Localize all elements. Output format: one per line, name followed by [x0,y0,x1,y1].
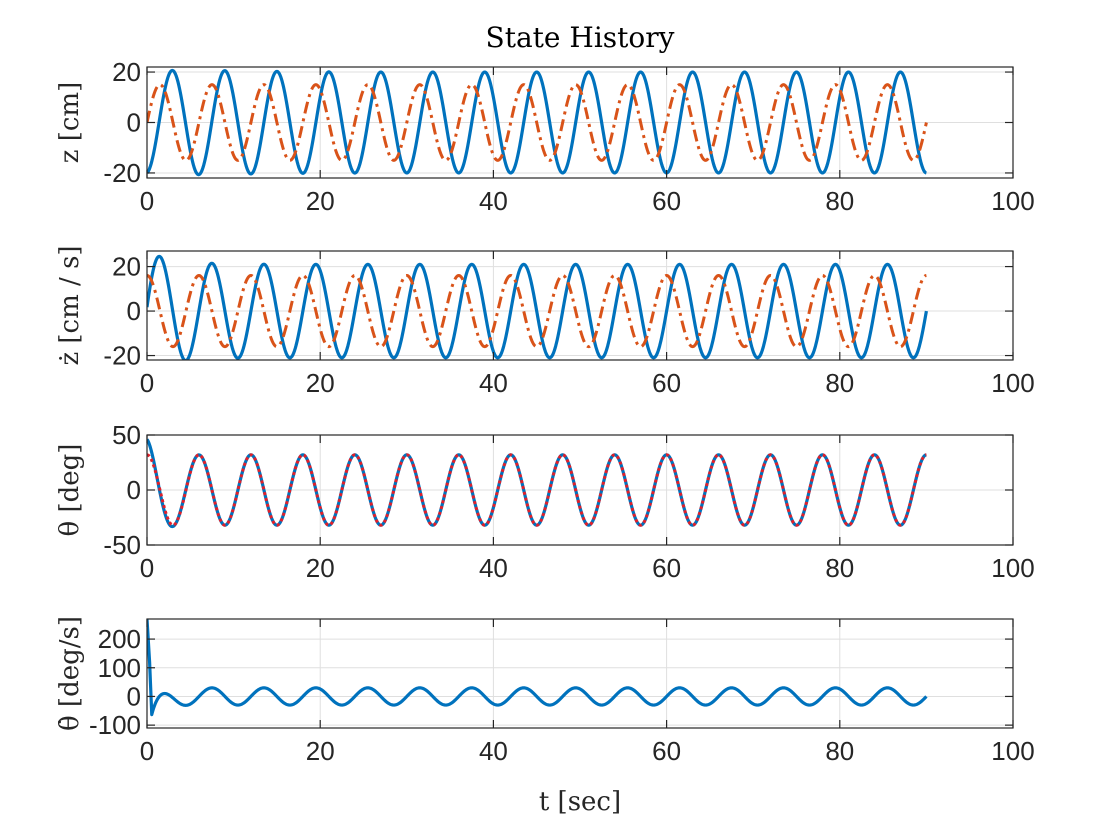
plot-area [147,619,1013,728]
x-tick-label: 0 [140,186,154,216]
x-tick-label: 80 [825,368,854,398]
x-tick-label: 60 [652,186,681,216]
y-tick-label: 0 [127,475,141,505]
y-tick-label: 0 [127,681,141,711]
y-tick-label: 200 [98,624,141,654]
series-line-reference [147,83,928,162]
x-tick-label: 20 [306,736,335,766]
x-tick-label: 100 [991,368,1034,398]
y-tick-label: -20 [103,341,141,371]
axes-frame [146,618,1014,729]
x-tick-label: 40 [479,736,508,766]
x-tick-label: 0 [140,553,154,583]
x-tick-label: 60 [652,736,681,766]
y-tick-label: -50 [103,530,141,560]
y-axis-label: ż [cm / s] [55,245,85,365]
series-line-actual [147,254,928,360]
x-tick-label: 80 [825,736,854,766]
x-axis-label: t [sec] [539,787,621,817]
figure-title: State History [486,21,675,54]
y-tick-label: 0 [127,108,141,138]
y-tick-label: 0 [127,296,141,326]
x-tick-label: 100 [991,553,1034,583]
x-tick-label: 20 [306,186,335,216]
y-tick-label: 100 [98,653,141,683]
x-tick-label: 100 [991,186,1034,216]
y-tick-label: 20 [112,252,141,282]
x-tick-label: 20 [306,368,335,398]
x-tick-label: 20 [306,553,335,583]
x-tick-label: 0 [140,736,154,766]
y-axis-label: z [cm] [55,82,85,163]
axes-frame [146,250,1014,361]
series-line-reference [147,453,928,527]
series-line-actual [147,68,928,177]
y-tick-label: -100 [89,710,141,740]
y-tick-label: -20 [103,158,141,188]
y-tick-label: 50 [112,420,141,450]
x-tick-label: 60 [652,553,681,583]
x-tick-label: 0 [140,368,154,398]
y-tick-label: 20 [112,57,141,87]
x-tick-label: 40 [479,368,508,398]
x-tick-label: 40 [479,186,508,216]
x-tick-label: 100 [991,736,1034,766]
y-axis-label: θ̇ [deg/s] [55,616,85,731]
x-tick-label: 40 [479,553,508,583]
x-tick-label: 80 [825,186,854,216]
series-line-actual [147,619,928,717]
y-axis-label: θ [deg] [55,444,85,537]
x-tick-label: 80 [825,553,854,583]
x-tick-label: 60 [652,368,681,398]
